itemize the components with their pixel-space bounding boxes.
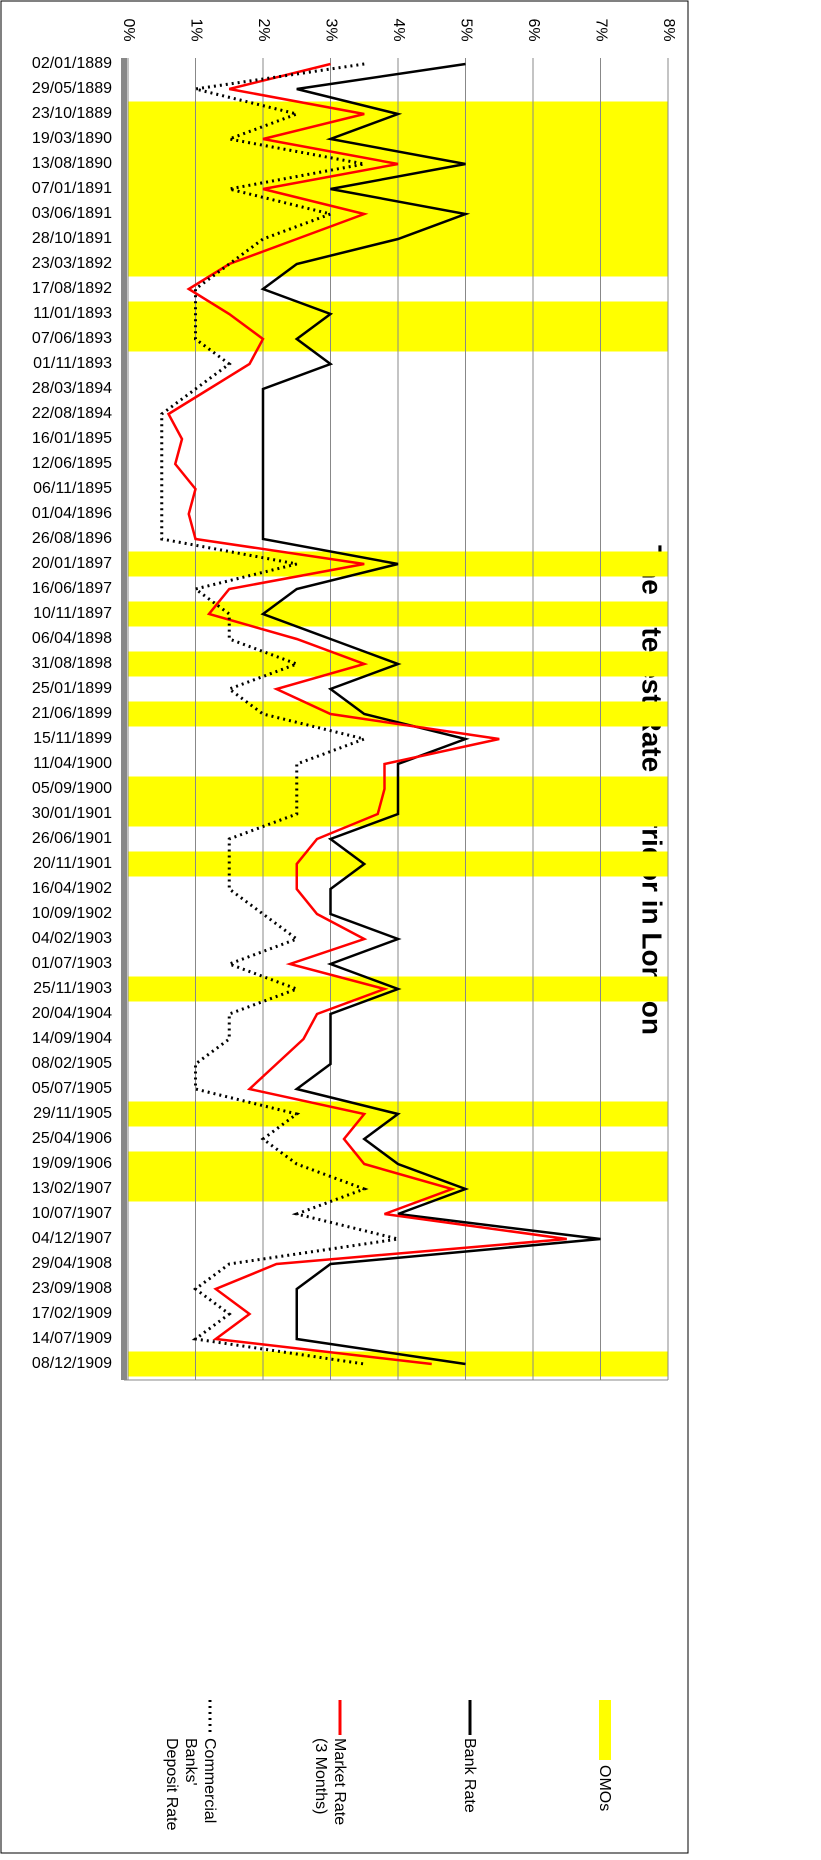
y-tick-label: 29/05/1889 bbox=[32, 80, 112, 97]
x-tick-label: 2% bbox=[255, 18, 272, 41]
x-tick-label: 5% bbox=[457, 18, 474, 41]
y-tick-label: 03/06/1891 bbox=[32, 205, 112, 222]
y-tick-label: 25/01/1899 bbox=[32, 680, 112, 697]
y-tick-label: 07/01/1891 bbox=[32, 180, 112, 197]
y-tick-label: 08/12/1909 bbox=[32, 1355, 112, 1372]
y-tick-label: 05/09/1900 bbox=[32, 780, 112, 797]
y-tick-label: 26/06/1901 bbox=[32, 830, 112, 847]
y-tick-label: 04/12/1907 bbox=[32, 1230, 112, 1247]
y-tick-label: 23/09/1908 bbox=[32, 1280, 112, 1297]
y-tick-label: 23/03/1892 bbox=[32, 255, 112, 272]
legend-label: Bank Rate bbox=[461, 1738, 478, 1813]
border bbox=[0, 0, 689, 1854]
y-tick-label: 16/06/1897 bbox=[32, 580, 112, 597]
y-tick-label: 05/07/1905 bbox=[32, 1080, 112, 1097]
y-tick-label: 01/11/1893 bbox=[33, 355, 112, 372]
y-tick-label: 20/04/1904 bbox=[32, 1005, 112, 1022]
y-tick-label: 02/01/1889 bbox=[32, 55, 112, 72]
y-tick-label: 29/04/1908 bbox=[32, 1255, 112, 1272]
y-tick-label: 13/02/1907 bbox=[32, 1180, 112, 1197]
y-tick-label: 15/11/1899 bbox=[33, 730, 112, 747]
y-tick-label: 11/04/1900 bbox=[33, 755, 112, 772]
y-tick-label: 06/04/1898 bbox=[32, 630, 112, 647]
series-line bbox=[166, 62, 567, 1366]
y-tick-label: 30/01/1901 bbox=[32, 805, 112, 822]
x-tick-label: 4% bbox=[390, 18, 407, 41]
y-tick-label: 14/07/1909 bbox=[32, 1330, 112, 1347]
y-tick-label: 01/04/1896 bbox=[32, 505, 112, 522]
y-tick-label: 20/01/1897 bbox=[32, 555, 112, 572]
y-tick-label: 11/01/1893 bbox=[33, 305, 112, 322]
y-tick-label: 26/08/1896 bbox=[32, 530, 112, 547]
y-tick-label: 23/10/1889 bbox=[32, 105, 112, 122]
y-tick-label: 10/09/1902 bbox=[32, 905, 112, 922]
y-tick-label: 21/06/1899 bbox=[32, 705, 112, 722]
y-tick-label: 07/06/1893 bbox=[32, 330, 112, 347]
legend-label: Commercial Banks' Deposit Rate bbox=[163, 1738, 218, 1831]
y-tick-label: 29/11/1905 bbox=[33, 1105, 112, 1122]
y-tick-label: 19/03/1890 bbox=[32, 130, 112, 147]
y-tick-label: 25/11/1903 bbox=[33, 980, 112, 997]
legend-label: OMOs bbox=[596, 1765, 613, 1812]
series-line bbox=[260, 62, 601, 1366]
y-tick-label: 13/08/1890 bbox=[32, 155, 112, 172]
y-tick-label: 28/10/1891 bbox=[32, 230, 112, 247]
y-tick-label: 08/02/1905 bbox=[32, 1055, 112, 1072]
y-tick-label: 12/06/1895 bbox=[32, 455, 112, 472]
y-tick-label: 25/04/1906 bbox=[32, 1130, 112, 1147]
y-tick-label: 20/11/1901 bbox=[33, 855, 112, 872]
y-tick-label: 22/08/1894 bbox=[32, 405, 112, 422]
y-tick-label: 17/02/1909 bbox=[32, 1305, 112, 1322]
legend-label: Market Rate (3 Months) bbox=[312, 1738, 348, 1826]
y-tick-label: 10/11/1897 bbox=[33, 605, 112, 622]
x-tick-label: 3% bbox=[322, 18, 339, 41]
y-tick-label: 04/02/1903 bbox=[32, 930, 112, 947]
y-tick-label: 16/01/1895 bbox=[32, 430, 112, 447]
y-tick-label: 06/11/1895 bbox=[33, 480, 112, 497]
x-tick-label: 7% bbox=[592, 18, 609, 41]
y-tick-label: 19/09/1906 bbox=[32, 1155, 112, 1172]
y-tick-label: 17/08/1892 bbox=[32, 280, 112, 297]
legend-swatch bbox=[599, 1700, 611, 1760]
x-tick-label: 0% bbox=[120, 18, 137, 41]
y-tick-label: 31/08/1898 bbox=[32, 655, 112, 672]
x-tick-label: 8% bbox=[660, 18, 677, 41]
x-tick-label: 1% bbox=[187, 18, 204, 41]
y-tick-label: 10/07/1907 bbox=[32, 1205, 112, 1222]
y-tick-label: 16/04/1902 bbox=[32, 880, 112, 897]
y-tick-label: 14/09/1904 bbox=[32, 1030, 112, 1047]
y-tick-label: 01/07/1903 bbox=[32, 955, 112, 972]
y-tick-label: 28/03/1894 bbox=[32, 380, 112, 397]
x-tick-label: 6% bbox=[525, 18, 542, 41]
